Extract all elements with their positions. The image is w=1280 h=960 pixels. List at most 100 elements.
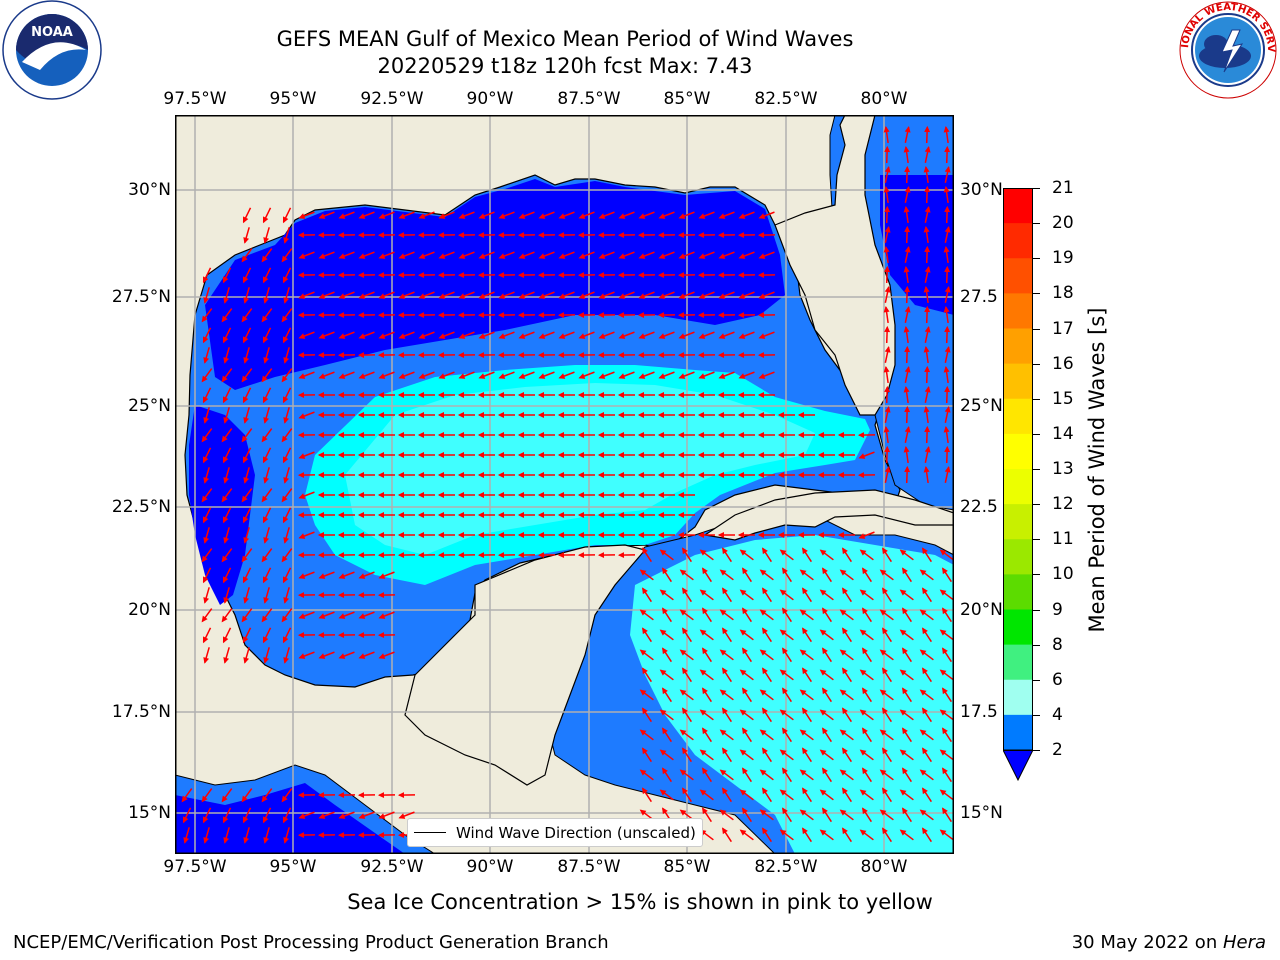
- wind-arrow: [642, 627, 652, 643]
- wind-arrow: [497, 392, 515, 398]
- lon-label-bottom: 97.5°W: [163, 857, 227, 877]
- wind-arrow: [337, 272, 356, 279]
- wind-arrow: [677, 432, 695, 438]
- wind-arrow: [398, 251, 415, 259]
- wind-arrow: [879, 609, 894, 621]
- wind-arrow: [318, 571, 335, 579]
- wind-arrow: [337, 832, 356, 839]
- wind-arrow: [398, 211, 415, 219]
- wind-arrow: [262, 387, 272, 404]
- wind-arrow: [919, 729, 934, 741]
- wind-arrow: [904, 426, 911, 443]
- wind-arrow: [899, 789, 914, 801]
- wind-arrow: [617, 272, 636, 279]
- wind-arrow: [817, 472, 835, 478]
- wind-arrow: [241, 248, 253, 263]
- wind-arrow: [802, 787, 812, 803]
- wind-arrow: [944, 166, 951, 183]
- wind-arrow: [417, 532, 435, 538]
- wind-arrow: [281, 248, 293, 263]
- wind-arrow: [884, 406, 891, 423]
- wind-arrow: [719, 609, 734, 621]
- wind-arrow: [298, 331, 315, 339]
- wind-arrow: [537, 492, 555, 498]
- wind-arrow: [297, 552, 316, 559]
- wind-arrow: [822, 727, 832, 743]
- wind-arrow: [939, 589, 954, 601]
- wind-arrow: [202, 387, 212, 404]
- wind-arrow: [722, 627, 732, 643]
- wind-arrow: [222, 627, 232, 644]
- wind-arrow: [859, 629, 874, 641]
- wind-arrow: [677, 472, 695, 478]
- wind-arrow: [477, 312, 496, 319]
- wind-arrow: [822, 647, 832, 663]
- wind-arrow: [922, 787, 932, 803]
- wind-arrow: [679, 689, 694, 701]
- wind-arrow: [263, 647, 270, 664]
- wind-arrow: [203, 587, 210, 604]
- wind-arrow: [377, 352, 396, 359]
- wind-arrow: [377, 272, 396, 279]
- wind-arrow: [358, 651, 375, 659]
- wind-arrow: [658, 291, 675, 299]
- wind-arrow: [678, 371, 695, 379]
- wind-arrow: [397, 352, 416, 359]
- wind-arrow: [759, 809, 774, 821]
- wind-arrow: [517, 312, 536, 319]
- wind-arrow: [338, 291, 355, 299]
- wind-arrow: [202, 567, 212, 584]
- wind-arrow: [437, 552, 456, 559]
- period-mid-core: [345, 383, 815, 555]
- colorbar-tick-mark: [1033, 258, 1040, 260]
- wind-arrow: [202, 447, 212, 464]
- wind-arrow: [717, 392, 735, 398]
- wind-arrow: [517, 512, 535, 518]
- lat-label-right: 15°N: [960, 803, 1003, 823]
- wind-arrow: [617, 392, 635, 398]
- wind-arrow: [758, 251, 775, 259]
- wind-arrow: [657, 352, 676, 359]
- wind-arrow: [799, 609, 814, 621]
- wind-arrow: [203, 527, 210, 544]
- wind-arrow: [497, 232, 516, 239]
- wind-arrow: [882, 667, 892, 683]
- wind-arrow: [242, 807, 252, 824]
- wind-arrow: [658, 251, 675, 259]
- wind-arrow: [203, 467, 210, 484]
- wind-arrow: [577, 272, 596, 279]
- wind-arrow: [899, 709, 914, 721]
- wind-arrow: [297, 232, 316, 239]
- colorbar-bin: [1003, 609, 1033, 646]
- wind-arrow: [904, 186, 911, 203]
- wind-arrow: [577, 512, 595, 518]
- wind-arrow: [317, 232, 336, 239]
- wind-arrow: [201, 488, 213, 503]
- wind-arrow: [738, 211, 755, 219]
- wind-arrow: [903, 385, 910, 404]
- wind-arrow: [298, 211, 315, 219]
- wind-arrow: [944, 145, 951, 164]
- wind-arrow: [202, 627, 212, 644]
- wind-arrow: [297, 512, 316, 519]
- wind-arrow: [457, 472, 475, 478]
- wind-arrow: [738, 291, 755, 299]
- wind-arrow: [739, 709, 754, 721]
- wind-arrow: [919, 689, 934, 701]
- wind-arrow: [243, 527, 250, 544]
- wind-arrow: [737, 232, 756, 239]
- wind-arrow: [677, 492, 695, 498]
- wind-arrow: [677, 532, 695, 538]
- wind-arrow: [857, 432, 876, 439]
- period-low-pacific: [175, 783, 405, 854]
- wind-arrow: [203, 407, 210, 424]
- wind-arrow: [904, 165, 911, 184]
- wind-arrow: [802, 827, 812, 843]
- wind-arrow: [263, 827, 270, 844]
- wind-arrow: [697, 532, 715, 538]
- wind-arrow: [638, 251, 655, 259]
- wind-arrow: [223, 527, 230, 544]
- wind-arrow: [243, 407, 250, 424]
- wind-arrow: [377, 512, 395, 518]
- wind-arrow: [558, 331, 575, 339]
